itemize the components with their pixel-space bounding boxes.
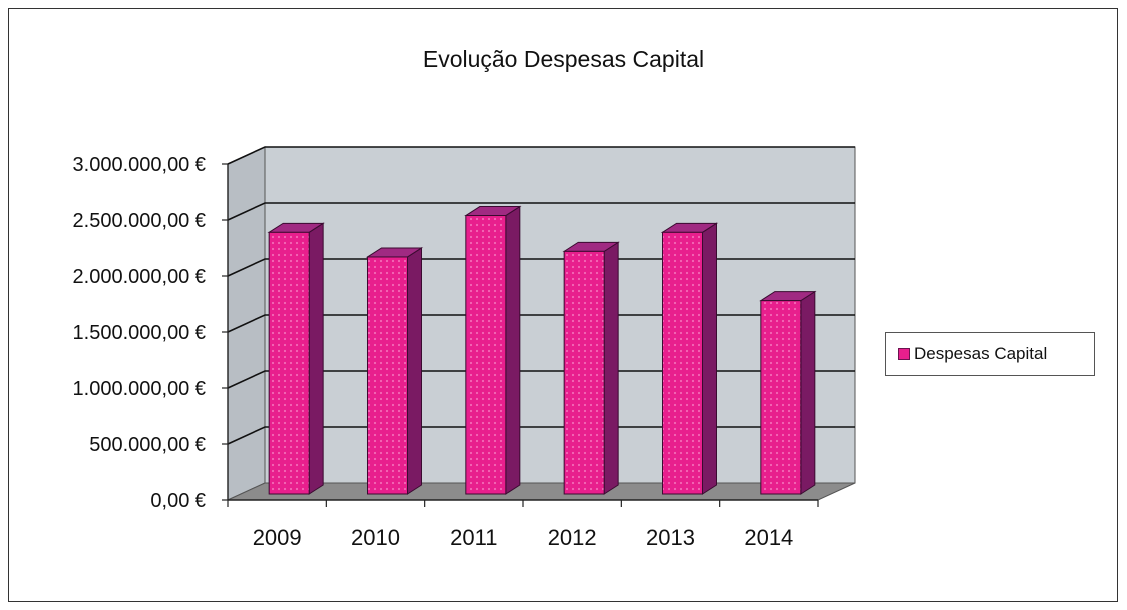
bar-side bbox=[407, 247, 422, 495]
y-tick-label: 1.000.000,00 € bbox=[73, 378, 206, 400]
y-tick-label: 0,00 € bbox=[150, 490, 206, 512]
y-tick-label: 3.000.000,00 € bbox=[73, 154, 206, 176]
gridline bbox=[227, 258, 855, 277]
bar bbox=[660, 222, 719, 495]
legend-label: Despesas Capital bbox=[914, 344, 1048, 363]
y-tick-label: 1.500.000,00 € bbox=[73, 322, 206, 344]
x-tick-label: 2010 bbox=[351, 525, 400, 550]
chart-title: Evolução Despesas Capital bbox=[422, 46, 705, 72]
bar-front bbox=[662, 231, 703, 495]
bar-side bbox=[800, 290, 816, 495]
bar bbox=[464, 205, 522, 495]
bar bbox=[759, 290, 817, 495]
bar-side bbox=[308, 222, 324, 495]
bar-front bbox=[268, 231, 310, 495]
gridline bbox=[227, 202, 855, 221]
x-tick-label: 2014 bbox=[744, 525, 793, 550]
gridline bbox=[227, 146, 855, 165]
x-tick-label: 2009 bbox=[253, 525, 302, 550]
bar-front bbox=[367, 256, 408, 495]
bar bbox=[365, 247, 424, 495]
bar-front bbox=[465, 215, 507, 495]
y-tick-label: 500.000,00 € bbox=[89, 434, 206, 456]
bar-front bbox=[563, 250, 605, 495]
x-tick-label: 2011 bbox=[450, 525, 497, 550]
bar bbox=[562, 241, 620, 495]
bar-front bbox=[760, 300, 802, 495]
y-tick-label: 2.500.000,00 € bbox=[73, 210, 206, 232]
gridline bbox=[227, 314, 855, 333]
legend: Despesas Capital bbox=[885, 332, 1095, 376]
x-tick-label: 2012 bbox=[548, 525, 597, 550]
bar-side bbox=[702, 222, 717, 495]
x-tick-label: 2013 bbox=[646, 525, 695, 550]
y-tick-label: 2.000.000,00 € bbox=[73, 266, 206, 288]
bar-side bbox=[603, 241, 619, 495]
bar bbox=[267, 222, 325, 495]
gridline bbox=[227, 370, 855, 389]
legend-swatch bbox=[898, 348, 910, 360]
bar-side bbox=[505, 205, 521, 495]
gridline bbox=[227, 426, 855, 445]
